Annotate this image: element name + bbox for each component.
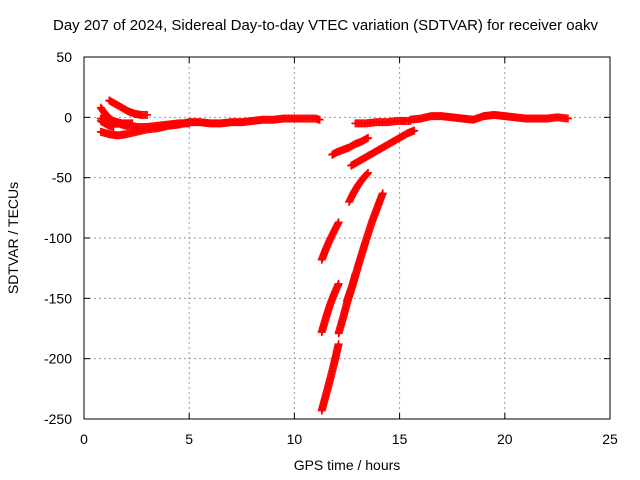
series-track-15 — [351, 116, 415, 128]
data-point — [334, 340, 343, 349]
data-point — [364, 133, 373, 142]
data-point — [364, 168, 373, 177]
data-point — [185, 119, 194, 128]
y-tick-label: 0 — [64, 109, 72, 125]
data-point — [363, 169, 372, 178]
x-tick-label: 20 — [497, 431, 513, 447]
series-track-11 — [317, 279, 343, 337]
x-tick-label: 10 — [287, 431, 303, 447]
y-tick-label: -150 — [44, 290, 72, 306]
series-track-7 — [347, 126, 419, 170]
data-point — [406, 116, 415, 125]
x-tick-label: 5 — [185, 431, 193, 447]
y-tick-label: -250 — [44, 411, 72, 427]
data-point — [334, 218, 343, 227]
data-point — [410, 126, 419, 135]
data-point — [351, 270, 360, 279]
x-tick-label: 0 — [80, 431, 88, 447]
y-axis-label: SDTVAR / TECUs — [5, 182, 21, 294]
series-track-10 — [343, 189, 387, 305]
x-axis-label: GPS time / hours — [294, 457, 401, 473]
series-track-9 — [317, 218, 343, 264]
series-track-12 — [334, 270, 360, 338]
series-track-14 — [406, 110, 572, 124]
tick-layer: 0 5 10 15 20 25 50 0 -50 -100 -150 -200 -250 — [44, 49, 618, 447]
x-tick-label: 15 — [392, 431, 408, 447]
series-track-5 — [96, 114, 137, 128]
series-track-4 — [105, 96, 152, 119]
x-tick-label: 25 — [602, 431, 618, 447]
data-point — [128, 119, 137, 128]
data-point — [378, 189, 387, 198]
data-layer — [96, 96, 572, 415]
data-point — [563, 114, 572, 123]
data-point — [143, 110, 152, 119]
data-point — [334, 279, 343, 288]
series-track-6 — [328, 133, 373, 159]
y-tick-label: -200 — [44, 351, 72, 367]
y-tick-label: -50 — [52, 170, 72, 186]
y-tick-label: 50 — [56, 49, 72, 65]
series-track-8 — [345, 168, 373, 206]
chart-title: Day 207 of 2024, Sidereal Day-to-day VTE… — [53, 17, 598, 34]
y-tick-label: -100 — [44, 230, 72, 246]
series-track-13 — [317, 340, 343, 415]
data-point — [315, 115, 324, 124]
